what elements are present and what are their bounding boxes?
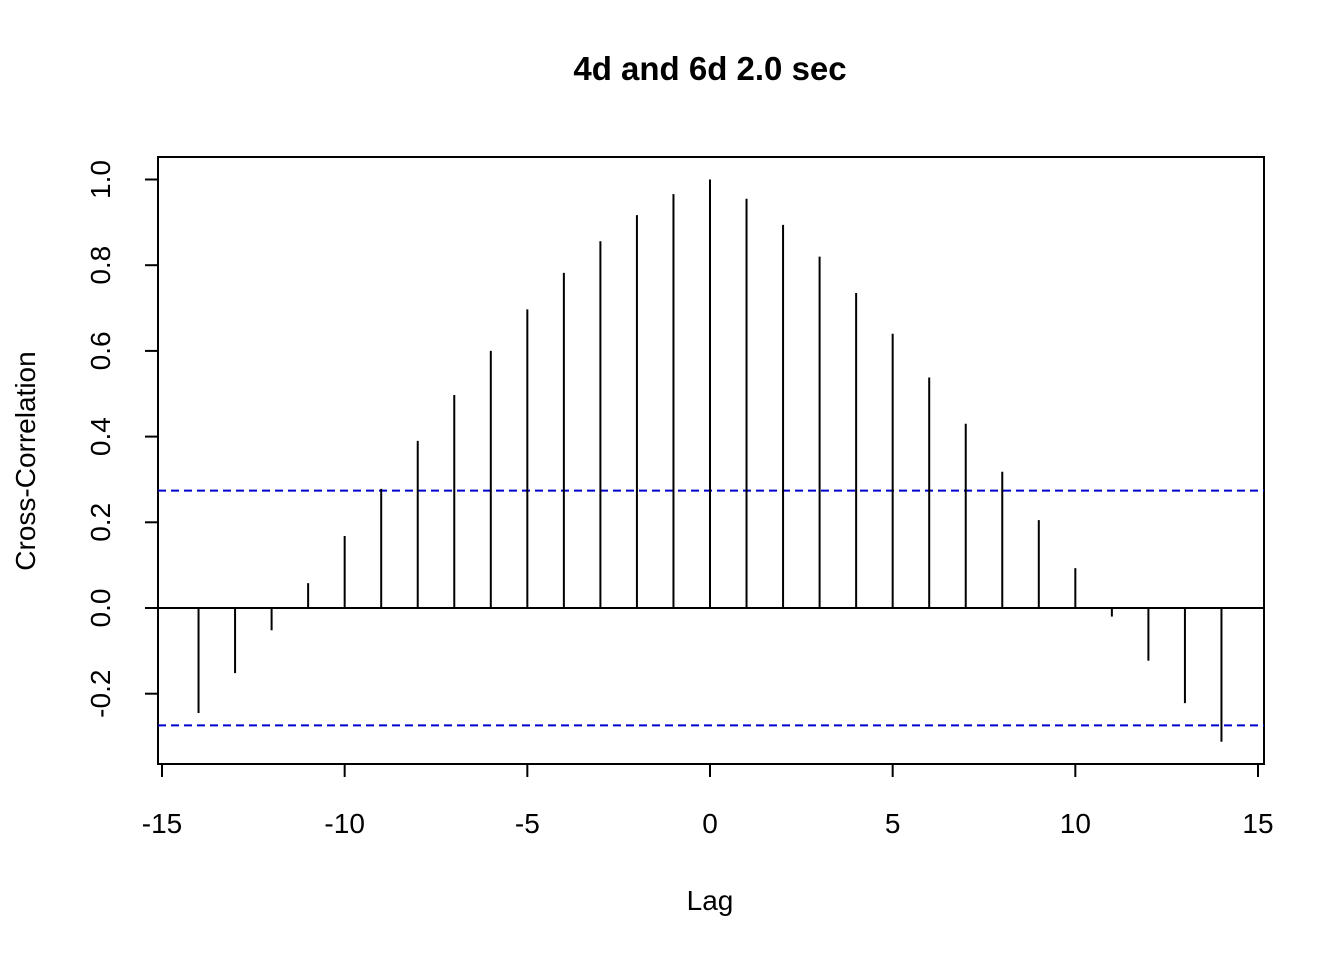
x-tick-label: 10 [1060, 808, 1091, 839]
y-tick-label: 0.6 [85, 331, 116, 370]
chart-title: 4d and 6d 2.0 sec [573, 50, 846, 87]
y-tick-label: 0.0 [85, 589, 116, 628]
y-axis-label: Cross-Correlation [10, 351, 41, 570]
x-tick-label: -15 [142, 808, 182, 839]
x-tick-label: -5 [515, 808, 540, 839]
x-tick-label: 15 [1242, 808, 1273, 839]
x-tick-label: -10 [324, 808, 364, 839]
y-tick-label: 0.8 [85, 246, 116, 285]
y-tick-label: 1.0 [85, 160, 116, 199]
plot-area: -15 -10 -5 0 5 10 15 -0.2 0.0 0.2 0.4 0.6 0.8 1.0 [85, 160, 1274, 839]
x-axis-label: Lag [687, 885, 734, 916]
x-tick-label: 0 [702, 808, 718, 839]
y-tick-label: -0.2 [85, 670, 116, 718]
y-tick-label: 0.2 [85, 503, 116, 542]
x-tick-label: 5 [885, 808, 901, 839]
y-tick-label: 0.4 [85, 417, 116, 456]
